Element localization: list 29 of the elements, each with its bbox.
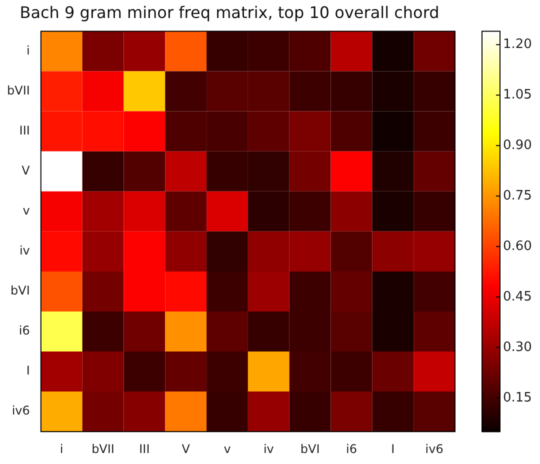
chart-title: Bach 9 gram minor freq matrix, top 10 overall chord — [20, 2, 440, 22]
y-tick-label: V — [22, 163, 31, 178]
color-bar-label: 0.15 — [503, 390, 532, 406]
x-tick-label: i6 — [346, 442, 357, 456]
x-tick-label: iv6 — [425, 442, 444, 456]
x-tick-label: I — [391, 442, 395, 456]
x-tick-label: bVI — [300, 442, 320, 456]
y-tick-label: iv6 — [12, 404, 30, 418]
color-bar-label: 0.30 — [503, 340, 532, 355]
y-tick-label: I — [26, 364, 30, 378]
x-tick-label: bVII — [92, 442, 114, 456]
color-bar-label: 0.45 — [503, 289, 532, 304]
x-tick-label: III — [139, 442, 150, 456]
color-bar-label: 0.90 — [503, 138, 532, 153]
color-bar-label: 0.60 — [503, 238, 532, 254]
color-bar-label: 1.20 — [503, 37, 532, 52]
x-tick-label: V — [182, 442, 191, 456]
y-tick-label: iv — [19, 244, 30, 258]
x-tick-label: v — [224, 442, 231, 456]
y-tick-label: i — [26, 43, 30, 58]
x-tick-label: iv — [263, 442, 274, 456]
y-tick-label: III — [19, 123, 30, 138]
y-tick-label: bVI — [10, 284, 30, 298]
y-tick-label: v — [22, 204, 30, 218]
x-tick-label: i — [60, 442, 64, 456]
color-bar-label: 0.75 — [503, 188, 532, 204]
color-bar-label: 1.05 — [503, 88, 532, 103]
y-tick-label: i6 — [18, 324, 30, 338]
y-tick-label: bVII — [7, 83, 30, 98]
